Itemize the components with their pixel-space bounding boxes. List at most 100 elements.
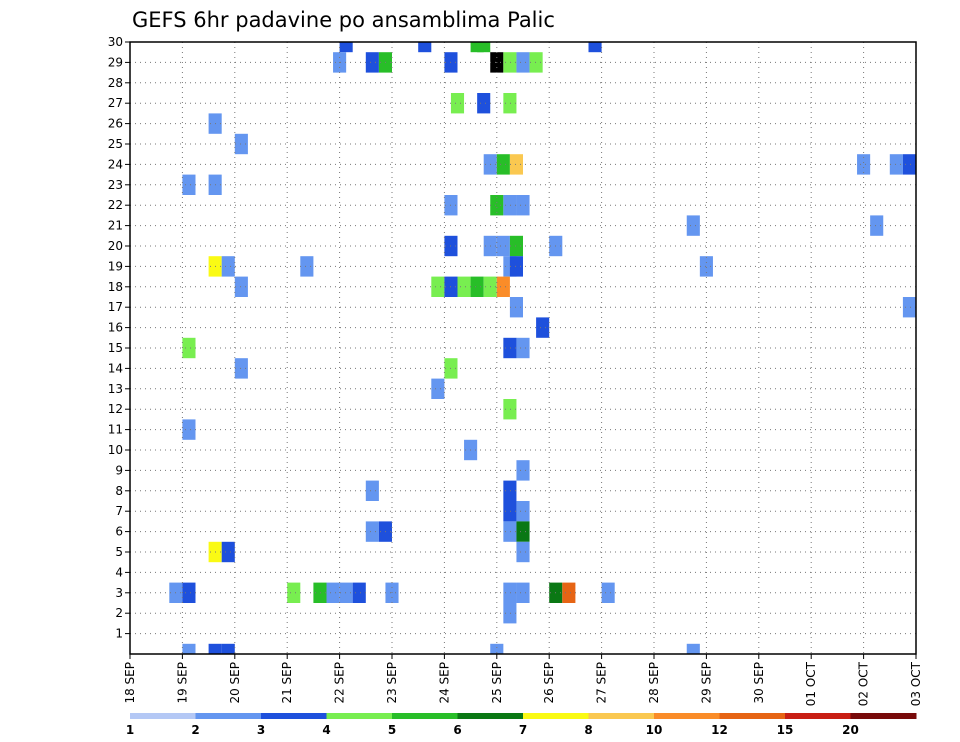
- colorbar-label: 3: [257, 723, 265, 737]
- heatmap-cell: [339, 582, 353, 603]
- heatmap-cell: [496, 154, 510, 175]
- colorbar-label: 6: [453, 723, 461, 737]
- colorbar-segment: [654, 713, 720, 719]
- heatmap-cell: [516, 337, 530, 359]
- y-axis-ticks: 1234567891011121314151617181920212223242…: [108, 35, 130, 641]
- colorbar: 1 2 3 4 5 6 7 8 10 12 15 20: [126, 713, 917, 737]
- heatmap-cell: [365, 480, 379, 501]
- heatmap-cell: [477, 93, 491, 114]
- colorbar-segment: [785, 713, 851, 719]
- heatmap-cell: [457, 276, 471, 297]
- y-tick-label: 26: [108, 117, 123, 131]
- heatmap-cells: [169, 42, 916, 654]
- y-tick-label: 21: [108, 219, 123, 233]
- y-tick-label: 5: [115, 545, 123, 559]
- heatmap-cell: [490, 643, 504, 654]
- x-tick-label: 26 SEP: [542, 662, 556, 704]
- heatmap-cell: [352, 582, 366, 603]
- heatmap-cell: [870, 215, 884, 236]
- heatmap-cell: [516, 501, 530, 522]
- colorbar-label: 12: [711, 723, 728, 737]
- grid-lines: [129, 41, 917, 654]
- heatmap-cell: [221, 541, 235, 563]
- heatmap-cell: [234, 276, 248, 297]
- colorbar-segment: [850, 713, 917, 719]
- heatmap-cell: [182, 419, 196, 440]
- heatmap-cell: [496, 235, 510, 257]
- y-tick-label: 25: [108, 137, 123, 151]
- heatmap-cell: [326, 582, 340, 603]
- x-tick-label: 22 SEP: [333, 662, 347, 704]
- colorbar-label: 10: [646, 723, 663, 737]
- y-tick-label: 9: [115, 463, 123, 477]
- heatmap-cell: [450, 93, 465, 114]
- heatmap-cell: [686, 643, 700, 654]
- x-tick-label: 03 OCT: [909, 661, 923, 706]
- heatmap-cell: [516, 521, 530, 542]
- y-tick-label: 3: [115, 586, 123, 600]
- x-tick-label: 25 SEP: [490, 662, 504, 704]
- y-tick-label: 27: [108, 96, 123, 110]
- heatmap-cell: [516, 541, 530, 563]
- x-tick-label: 21 SEP: [280, 662, 294, 704]
- y-tick-label: 19: [108, 259, 123, 273]
- y-tick-label: 30: [108, 35, 123, 49]
- heatmap-cell: [516, 195, 530, 216]
- colorbar-label: 7: [519, 723, 527, 737]
- colorbar-segment: [588, 713, 655, 719]
- heatmap-cell: [365, 521, 379, 542]
- heatmap-cell: [699, 256, 713, 277]
- heatmap-cell: [431, 276, 445, 297]
- colorbar-label: 20: [842, 723, 859, 737]
- x-tick-label: 28 SEP: [647, 662, 661, 704]
- colorbar-segment: [130, 713, 196, 719]
- x-tick-label: 01 OCT: [804, 661, 818, 706]
- heatmap-cell: [490, 195, 504, 216]
- x-tick-label: 27 SEP: [595, 662, 609, 704]
- y-tick-label: 10: [108, 443, 123, 457]
- heatmap-cell: [182, 174, 196, 195]
- heatmap-cell: [509, 297, 523, 318]
- y-tick-label: 1: [115, 627, 123, 641]
- heatmap-cell: [287, 582, 301, 603]
- heatmap-cell: [313, 582, 327, 603]
- y-tick-label: 8: [115, 484, 123, 498]
- heatmap-cell: [503, 603, 517, 624]
- heatmap-cell: [503, 480, 517, 501]
- heatmap-cell: [503, 52, 517, 73]
- y-tick-label: 4: [115, 565, 123, 579]
- heatmap-cell: [496, 276, 510, 297]
- y-tick-label: 29: [108, 55, 123, 69]
- x-tick-label: 02 OCT: [857, 661, 871, 706]
- heatmap-cell: [503, 399, 517, 420]
- heatmap-cell: [562, 582, 576, 603]
- colorbar-segment: [719, 713, 786, 719]
- colorbar-label: 2: [191, 723, 199, 737]
- heatmap-cell: [509, 256, 523, 277]
- x-axis-ticks: 18 SEP 19 SEP 20 SEP 21 SEP 22 SEP 23 SEP 24 S…: [123, 654, 923, 706]
- y-tick-label: 15: [108, 341, 123, 355]
- chart-title: GEFS 6hr padavine po ansamblima Palic: [132, 8, 555, 32]
- y-tick-label: 11: [108, 423, 123, 437]
- heatmap-cell: [509, 235, 523, 257]
- x-tick-label: 23 SEP: [385, 662, 399, 704]
- y-tick-label: 28: [108, 76, 123, 90]
- heatmap-cell: [431, 378, 445, 399]
- heatmap-cell: [529, 52, 543, 73]
- x-tick-label: 30 SEP: [752, 662, 766, 704]
- heatmap-cell: [182, 337, 196, 359]
- y-tick-label: 17: [108, 300, 123, 314]
- heatmap-cell: [516, 52, 530, 73]
- colorbar-label: 5: [388, 723, 396, 737]
- colorbar-segment: [195, 713, 262, 719]
- heatmap-cell: [902, 297, 916, 318]
- y-tick-label: 24: [108, 157, 123, 171]
- heatmap-cell: [221, 643, 235, 654]
- colorbar-segment: [326, 713, 393, 719]
- heatmap-cell: [221, 256, 235, 277]
- heatmap-cell: [902, 154, 916, 175]
- heatmap-cell: [503, 521, 517, 542]
- y-tick-label: 18: [108, 280, 123, 294]
- colorbar-label: 8: [584, 723, 592, 737]
